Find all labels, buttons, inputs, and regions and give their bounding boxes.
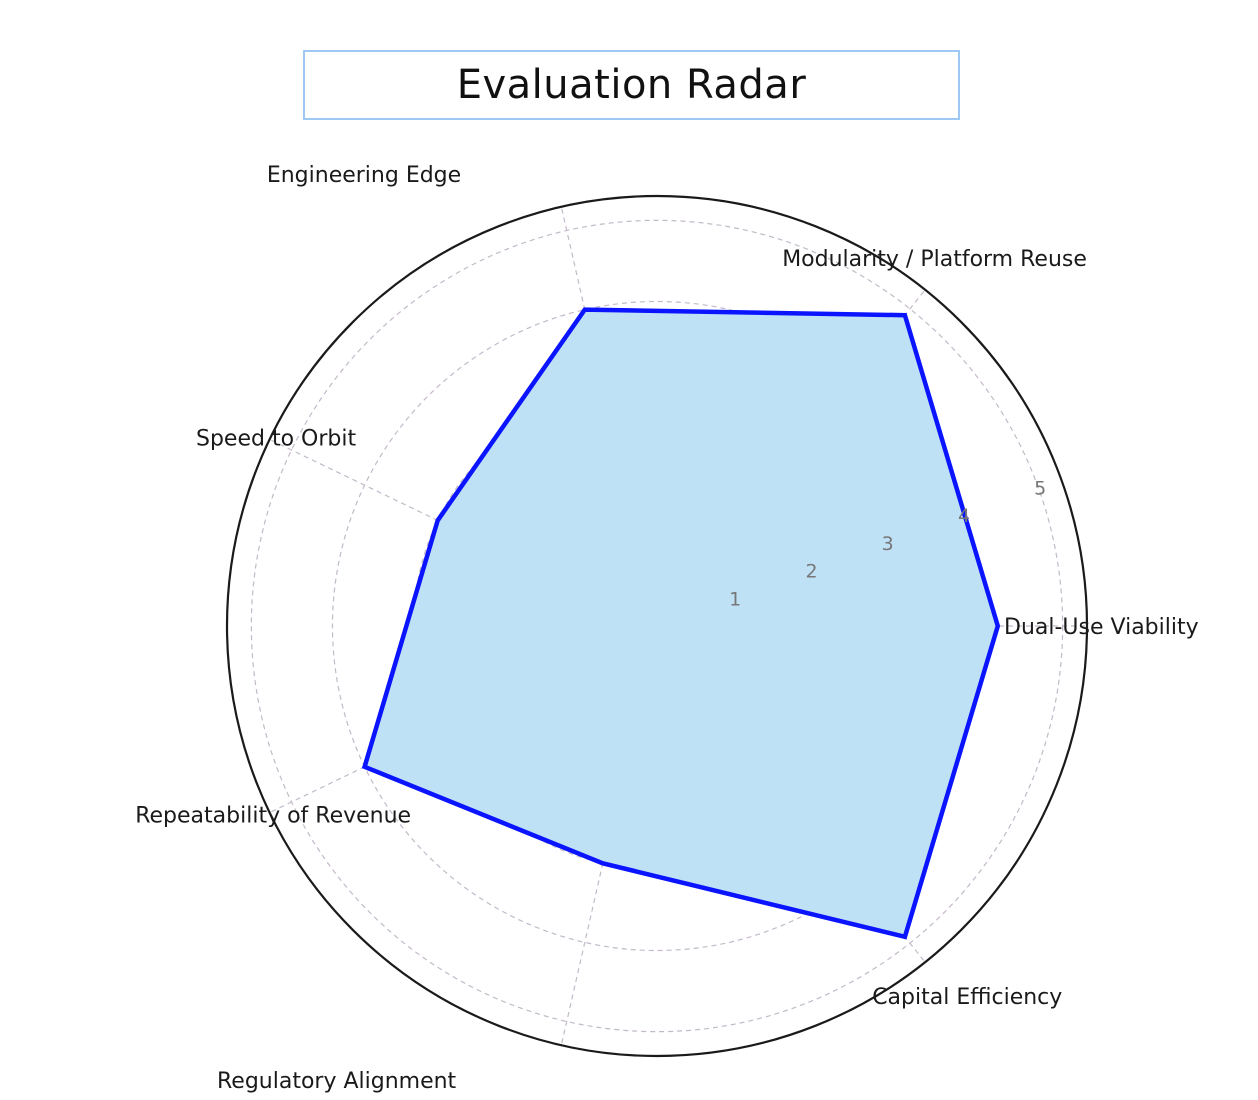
chart-title: Evaluation Radar — [456, 62, 807, 108]
radial-tick-label: 5 — [1034, 477, 1046, 499]
axis-label: Repeatability of Revenue — [135, 804, 411, 829]
chart-title-box: Evaluation Radar — [303, 50, 960, 120]
axis-label: Regulatory Alignment — [217, 1069, 457, 1094]
axis-label: Modularity / Platform Reuse — [782, 247, 1087, 272]
axis-label: Speed to Orbit — [196, 426, 356, 451]
outer-frame — [225, 194, 1089, 1058]
axis-label: Dual-Use Viability — [1004, 615, 1199, 640]
radial-tick-label: 2 — [805, 561, 817, 583]
label-layer: 1 2 3 4 5 Dual-Use Viability Modularity / Plat… — [135, 163, 1198, 1094]
axis-label: Engineering Edge — [267, 163, 461, 188]
data-layer — [361, 307, 1001, 940]
series-line — [361, 307, 1001, 940]
radial-tick-label: 3 — [882, 533, 894, 555]
axis-label: Capital Efficiency — [872, 985, 1062, 1010]
series-area — [364, 309, 998, 937]
radial-tick-label: 1 — [729, 588, 741, 610]
radial-tick-label: 4 — [958, 505, 970, 527]
